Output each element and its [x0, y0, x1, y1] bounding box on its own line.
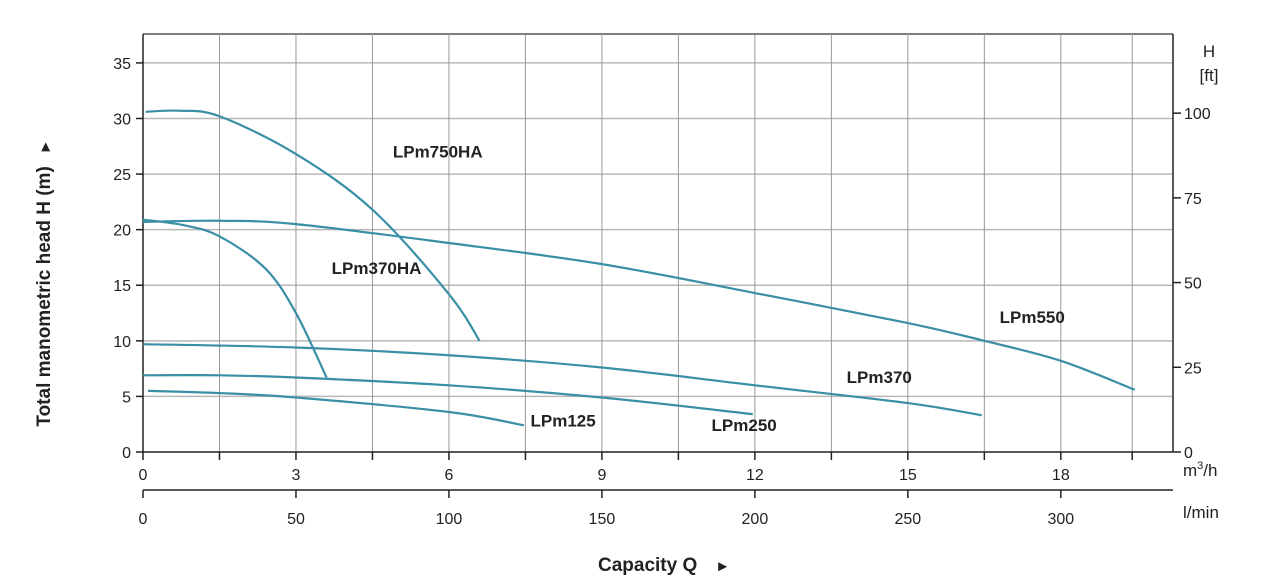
curve-lpm550 — [142, 219, 1136, 391]
x2-tick-label: 300 — [1047, 511, 1074, 528]
y-axis-title: Total manometric head H (m) ► — [34, 139, 55, 426]
curve-label-lpm125: LPm125 — [531, 411, 596, 430]
curves — [142, 109, 1136, 427]
curve-lpm250 — [142, 374, 753, 416]
y-axis-arrow: ► — [37, 139, 54, 154]
x-axis-title-text: Capacity Q — [598, 555, 697, 576]
y2-tick-label: 75 — [1184, 191, 1202, 208]
curve-label-lpm550: LPm550 — [1000, 308, 1065, 327]
curve-lpm750ha — [145, 109, 481, 342]
x2-tick-label: 50 — [287, 511, 305, 528]
x-tick-label: 3 — [292, 467, 301, 484]
x2-tick-label: 250 — [894, 511, 921, 528]
grid — [143, 33, 1173, 452]
y-tick-label: 25 — [113, 167, 131, 184]
x2-unit-lmin: l/min — [1183, 503, 1219, 522]
y2-tick-label: 0 — [1184, 445, 1193, 462]
x2-tick-label: 150 — [589, 511, 616, 528]
y2-tick-label: 50 — [1184, 276, 1202, 293]
y-axis-title-text: Total manometric head H (m) — [34, 166, 55, 426]
curve-lpm370 — [142, 343, 982, 417]
curve-label-lpm370ha: LPm370HA — [332, 259, 422, 278]
y-tick-label: 35 — [113, 56, 131, 73]
x2-tick-label: 100 — [436, 511, 463, 528]
y2-tick-label: 100 — [1184, 106, 1211, 123]
curve-label-lpm370: LPm370 — [847, 368, 912, 387]
x-tick-label: 0 — [139, 467, 148, 484]
curve-label-lpm250: LPm250 — [712, 416, 777, 435]
right-axis-title: H — [1203, 42, 1215, 61]
x-tick-label: 15 — [899, 467, 917, 484]
x-tick-label: 9 — [597, 467, 606, 484]
x2-tick-label: 0 — [139, 511, 148, 528]
labels: LPm750HA LPm370HA LPm550 LPm370 LPm250 LPm125 — [332, 142, 1065, 434]
y2-tick-label: 25 — [1184, 360, 1202, 377]
right-axis-unit: [ft] — [1200, 66, 1219, 85]
y-tick-label: 10 — [113, 334, 131, 351]
curve-label-lpm750ha: LPm750HA — [393, 142, 483, 161]
x2-tick-label: 200 — [742, 511, 769, 528]
y-tick-label: 0 — [122, 445, 131, 462]
y-tick-label: 20 — [113, 223, 131, 240]
x-unit-m3h: m3/h — [1183, 460, 1217, 480]
y-tick-label: 15 — [113, 278, 131, 295]
x-tick-label: 12 — [746, 467, 764, 484]
x-tick-label: 18 — [1052, 467, 1070, 484]
y-tick-label: 5 — [122, 389, 131, 406]
y-tick-label: 30 — [113, 111, 131, 128]
x-axis-title: Capacity Q ► — [598, 555, 730, 576]
x-axis-arrow: ► — [715, 558, 730, 575]
x-tick-label: 6 — [444, 467, 453, 484]
curve-lpm370ha — [142, 218, 328, 378]
curve-lpm125 — [148, 389, 525, 427]
